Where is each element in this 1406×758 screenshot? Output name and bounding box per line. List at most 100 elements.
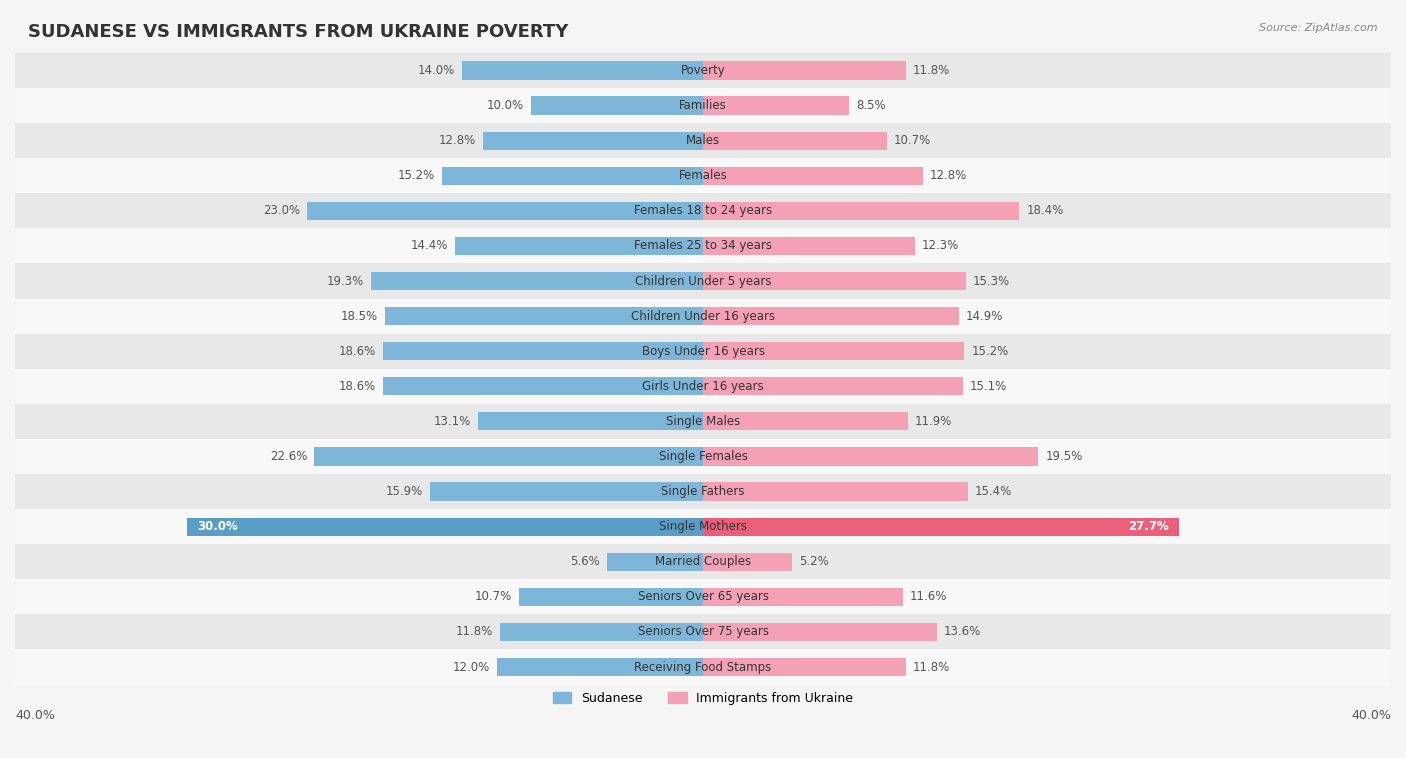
Text: Single Fathers: Single Fathers: [661, 485, 745, 498]
Bar: [482, 131, 703, 150]
Bar: [703, 61, 905, 80]
Text: Seniors Over 75 years: Seniors Over 75 years: [637, 625, 769, 638]
Bar: [15, 368, 1391, 404]
Bar: [478, 412, 703, 431]
Bar: [703, 377, 963, 396]
Text: 15.2%: 15.2%: [972, 345, 1008, 358]
Bar: [703, 167, 924, 185]
Bar: [15, 123, 1391, 158]
Text: 13.1%: 13.1%: [433, 415, 471, 428]
Text: 12.8%: 12.8%: [929, 169, 967, 182]
Text: 15.9%: 15.9%: [385, 485, 423, 498]
Bar: [385, 307, 703, 325]
Bar: [703, 272, 966, 290]
Text: 40.0%: 40.0%: [15, 709, 55, 722]
Text: 11.8%: 11.8%: [912, 660, 950, 674]
Text: 40.0%: 40.0%: [1351, 709, 1391, 722]
Text: Receiving Food Stamps: Receiving Food Stamps: [634, 660, 772, 674]
Text: 5.2%: 5.2%: [800, 556, 830, 568]
Text: 27.7%: 27.7%: [1129, 520, 1170, 533]
Text: 14.0%: 14.0%: [418, 64, 456, 77]
Text: Poverty: Poverty: [681, 64, 725, 77]
Bar: [703, 342, 965, 360]
Bar: [382, 377, 703, 396]
Bar: [703, 236, 914, 255]
Bar: [441, 167, 703, 185]
Bar: [15, 299, 1391, 334]
Legend: Sudanese, Immigrants from Ukraine: Sudanese, Immigrants from Ukraine: [547, 687, 859, 710]
Bar: [187, 518, 703, 536]
Text: 30.0%: 30.0%: [197, 520, 238, 533]
Bar: [15, 474, 1391, 509]
Bar: [456, 236, 703, 255]
Text: 15.4%: 15.4%: [974, 485, 1012, 498]
Bar: [15, 544, 1391, 579]
Text: 12.8%: 12.8%: [439, 134, 477, 147]
Text: 18.5%: 18.5%: [340, 309, 378, 323]
Text: 10.0%: 10.0%: [486, 99, 524, 112]
Text: Males: Males: [686, 134, 720, 147]
Text: 11.6%: 11.6%: [910, 590, 946, 603]
Bar: [703, 131, 887, 150]
Text: Families: Families: [679, 99, 727, 112]
Text: Single Females: Single Females: [658, 450, 748, 463]
Bar: [371, 272, 703, 290]
Text: 23.0%: 23.0%: [263, 205, 301, 218]
Text: Children Under 5 years: Children Under 5 years: [634, 274, 772, 287]
Bar: [315, 447, 703, 465]
Bar: [15, 579, 1391, 615]
Text: Females 25 to 34 years: Females 25 to 34 years: [634, 240, 772, 252]
Text: 15.3%: 15.3%: [973, 274, 1010, 287]
Text: SUDANESE VS IMMIGRANTS FROM UKRAINE POVERTY: SUDANESE VS IMMIGRANTS FROM UKRAINE POVE…: [28, 23, 568, 41]
Bar: [15, 88, 1391, 123]
Text: 19.5%: 19.5%: [1045, 450, 1083, 463]
Text: 18.6%: 18.6%: [339, 380, 377, 393]
Text: 11.9%: 11.9%: [914, 415, 952, 428]
Bar: [15, 193, 1391, 228]
Text: 14.4%: 14.4%: [411, 240, 449, 252]
Text: 18.4%: 18.4%: [1026, 205, 1063, 218]
Bar: [703, 482, 967, 501]
Bar: [496, 658, 703, 676]
Text: 11.8%: 11.8%: [912, 64, 950, 77]
Bar: [703, 307, 959, 325]
Bar: [501, 623, 703, 641]
Text: Boys Under 16 years: Boys Under 16 years: [641, 345, 765, 358]
Bar: [15, 264, 1391, 299]
Text: Females 18 to 24 years: Females 18 to 24 years: [634, 205, 772, 218]
Text: Single Mothers: Single Mothers: [659, 520, 747, 533]
Bar: [606, 553, 703, 571]
Bar: [703, 587, 903, 606]
Bar: [15, 439, 1391, 474]
Bar: [703, 447, 1039, 465]
Bar: [15, 650, 1391, 684]
Bar: [382, 342, 703, 360]
Bar: [463, 61, 703, 80]
Bar: [15, 509, 1391, 544]
Text: 18.6%: 18.6%: [339, 345, 377, 358]
Text: 19.3%: 19.3%: [328, 274, 364, 287]
Bar: [15, 228, 1391, 264]
Text: Married Couples: Married Couples: [655, 556, 751, 568]
Text: 5.6%: 5.6%: [569, 556, 600, 568]
Text: 10.7%: 10.7%: [475, 590, 512, 603]
Text: 12.3%: 12.3%: [921, 240, 959, 252]
Text: Girls Under 16 years: Girls Under 16 years: [643, 380, 763, 393]
Bar: [15, 334, 1391, 368]
Bar: [703, 202, 1019, 220]
Bar: [15, 404, 1391, 439]
Text: 22.6%: 22.6%: [270, 450, 308, 463]
Text: Females: Females: [679, 169, 727, 182]
Bar: [519, 587, 703, 606]
Bar: [15, 158, 1391, 193]
Bar: [703, 412, 908, 431]
Bar: [703, 96, 849, 114]
Bar: [703, 553, 793, 571]
Bar: [429, 482, 703, 501]
Bar: [531, 96, 703, 114]
Text: 15.2%: 15.2%: [398, 169, 434, 182]
Text: Children Under 16 years: Children Under 16 years: [631, 309, 775, 323]
Text: Seniors Over 65 years: Seniors Over 65 years: [637, 590, 769, 603]
Text: 15.1%: 15.1%: [970, 380, 1007, 393]
Text: 11.8%: 11.8%: [456, 625, 494, 638]
